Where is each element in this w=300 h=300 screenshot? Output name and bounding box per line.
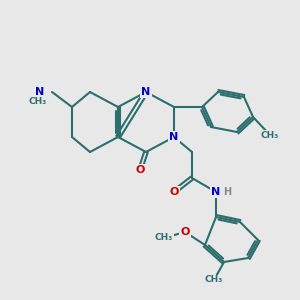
Text: O: O <box>135 165 145 175</box>
Text: CH₃: CH₃ <box>261 130 279 140</box>
Text: N: N <box>212 187 220 197</box>
Text: N: N <box>169 132 178 142</box>
Text: CH₃: CH₃ <box>29 98 47 106</box>
Text: H: H <box>223 187 231 197</box>
Text: O: O <box>169 187 179 197</box>
Text: CH₃: CH₃ <box>155 233 173 242</box>
Text: CH₃: CH₃ <box>205 275 223 284</box>
Text: O: O <box>180 227 190 237</box>
Text: N: N <box>35 87 45 97</box>
Text: N: N <box>141 87 151 97</box>
